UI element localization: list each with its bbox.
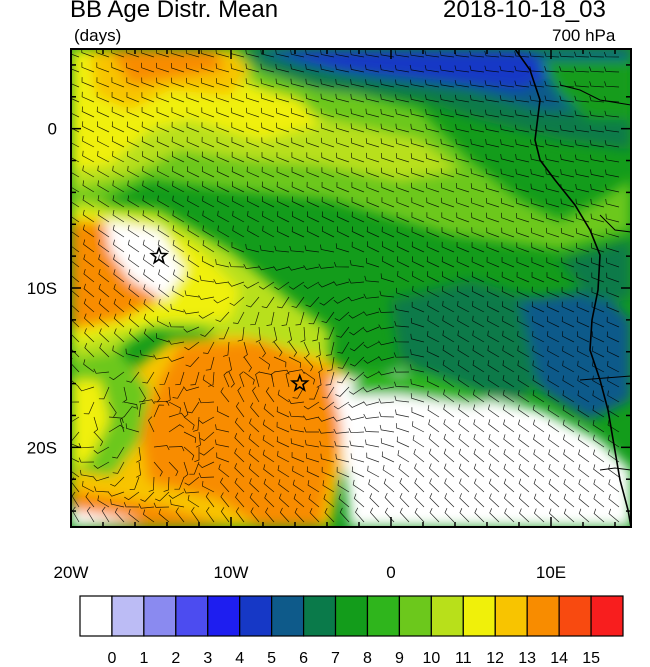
colorbar-swatch (526, 595, 560, 637)
axis-tick-labels: 20W 10W 0 10E 0 10S 20S (27, 120, 566, 582)
colorbar (79, 595, 624, 637)
colorbar-swatch (79, 595, 113, 637)
x-tick-label: 10W (214, 563, 249, 582)
x-tick-label: 10E (536, 563, 566, 582)
marker-layer (149, 245, 310, 392)
colorbar-swatch (494, 595, 528, 637)
colorbar-swatch (207, 595, 241, 637)
colorbar-label: 12 (486, 650, 505, 667)
colorbar-swatch (558, 595, 592, 637)
colorbar-label: 9 (394, 650, 404, 667)
star-marker (290, 373, 310, 392)
wind-barbs (71, 49, 620, 523)
colorbar-swatch (143, 595, 177, 637)
y-tick-label: 20S (27, 438, 57, 457)
colorbar-swatch (271, 595, 305, 637)
colorbar-label: 7 (331, 650, 340, 667)
colorbar-swatch (334, 595, 369, 637)
y-tick-label: 0 (48, 120, 57, 139)
colorbar-swatch (462, 595, 496, 637)
age-field (71, 49, 631, 527)
axis-ticks (70, 49, 631, 527)
colorbar-label: 11 (454, 650, 472, 667)
datetime-label: 2018-10-18_03 (443, 0, 606, 23)
x-tick-label: 20W (54, 563, 89, 582)
units-label: (days) (74, 26, 122, 45)
colorbar-swatch (366, 595, 401, 637)
colorbar-swatch (239, 595, 273, 637)
colorbar-label: 14 (550, 650, 568, 667)
colorbar-label: 3 (203, 650, 213, 667)
coastline (514, 49, 631, 527)
colorbar-swatch (302, 595, 337, 637)
y-tick-label: 10S (27, 279, 57, 298)
wind-barb-field (71, 49, 620, 523)
colorbar-swatch (111, 595, 145, 637)
colorbar-label: 6 (299, 650, 309, 667)
x-tick-label: 0 (386, 563, 395, 582)
colorbar-label: 0 (107, 650, 117, 667)
colorbar-swatch (590, 595, 624, 637)
colorbar-swatch (175, 595, 209, 637)
colorbar-label: 1 (139, 650, 149, 667)
colorbar-label: 13 (518, 650, 537, 667)
star-marker (149, 245, 169, 265)
level-label: 700 hPa (552, 26, 616, 45)
colorbar-swatch (430, 595, 464, 637)
colorbar-label: 10 (422, 650, 441, 667)
border-line (559, 84, 631, 471)
colorbar-label: 5 (267, 650, 277, 667)
colorbar-label: 4 (235, 650, 245, 667)
colorbar-label: 2 (171, 650, 181, 667)
colorbar-label: 15 (582, 650, 600, 667)
colorbar-swatch (398, 595, 432, 637)
colorbar-label: 8 (363, 650, 372, 667)
map-title: BB Age Distr. Mean (70, 0, 279, 23)
